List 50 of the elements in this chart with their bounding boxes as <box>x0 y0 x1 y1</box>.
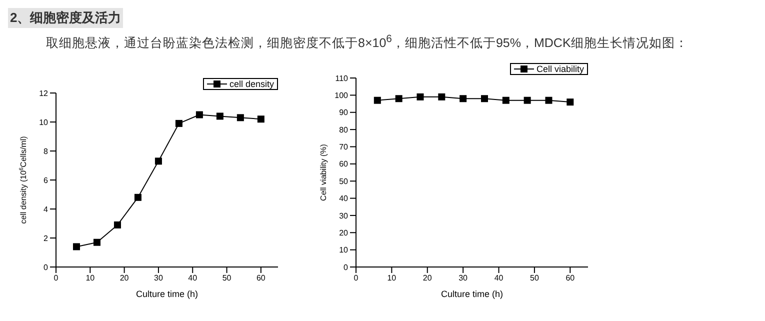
y-tick-label: 30 <box>339 211 349 220</box>
point <box>114 222 121 229</box>
x-tick-label: 60 <box>256 274 266 283</box>
point <box>216 112 224 120</box>
x-tick-label: 40 <box>494 274 504 283</box>
point <box>93 239 100 246</box>
point <box>175 120 182 128</box>
x-tick-label: 30 <box>154 274 164 283</box>
y-tick-label: 40 <box>339 194 349 204</box>
text: 取细胞悬液，通过台盼蓝染色法检测，细胞密度不低于8×10$^{6}$，细胞活性不低于95%，MDCK细胞生长情况如图： <box>46 34 689 52</box>
y-tick-label: 20 <box>339 228 349 238</box>
y-tick-label: 100 <box>334 91 349 100</box>
y-tick-label: 2 <box>44 234 49 243</box>
x-tick-label: 60 <box>566 274 576 283</box>
y-tick-label: 60 <box>339 160 349 169</box>
point <box>257 116 264 123</box>
y-tick-label: 10 <box>39 118 49 127</box>
point <box>134 194 142 202</box>
y-tick-label: 80 <box>339 126 349 135</box>
point <box>196 111 203 118</box>
y-tick-label: 8 <box>44 146 49 156</box>
y-tick-label: 12 <box>39 88 49 98</box>
x-axis-title: Culture time (h) <box>136 289 198 300</box>
point <box>154 158 162 165</box>
chart-title: 2、细胞密度及活力 <box>8 8 124 28</box>
y-tick-label: 50 <box>339 177 349 186</box>
x-tick-label: 0 <box>54 274 59 283</box>
x-tick-label: 40 <box>188 274 198 283</box>
x-tick-label: 0 <box>354 274 359 283</box>
x-tick-label: 20 <box>422 274 432 283</box>
x-tick-label: 20 <box>120 274 130 283</box>
legend-label: cell density <box>229 79 274 90</box>
x-tick-label: 50 <box>530 274 540 283</box>
y-tick-label: 4 <box>44 204 49 214</box>
x-tick-label: 10 <box>387 274 397 283</box>
x-tick-label: 50 <box>222 274 232 283</box>
legend-label: Cell viability <box>536 64 584 74</box>
x-tick-label: 10 <box>86 274 96 283</box>
y-tick-label: 90 <box>339 108 349 118</box>
point <box>236 114 244 122</box>
y-tick-label: 0 <box>344 262 349 272</box>
y-tick-label: 0 <box>44 262 49 272</box>
x-tick-label: 30 <box>458 274 468 283</box>
x-axis-title: Culture time (h) <box>440 289 504 300</box>
y-tick-label: 6 <box>44 176 49 185</box>
point <box>72 243 80 250</box>
y-tick-label: 70 <box>339 142 349 152</box>
y-tick-label: 10 <box>339 246 349 255</box>
y-axis-title: Cell viability (%) <box>319 144 328 202</box>
y-tick-label: 110 <box>335 74 349 83</box>
